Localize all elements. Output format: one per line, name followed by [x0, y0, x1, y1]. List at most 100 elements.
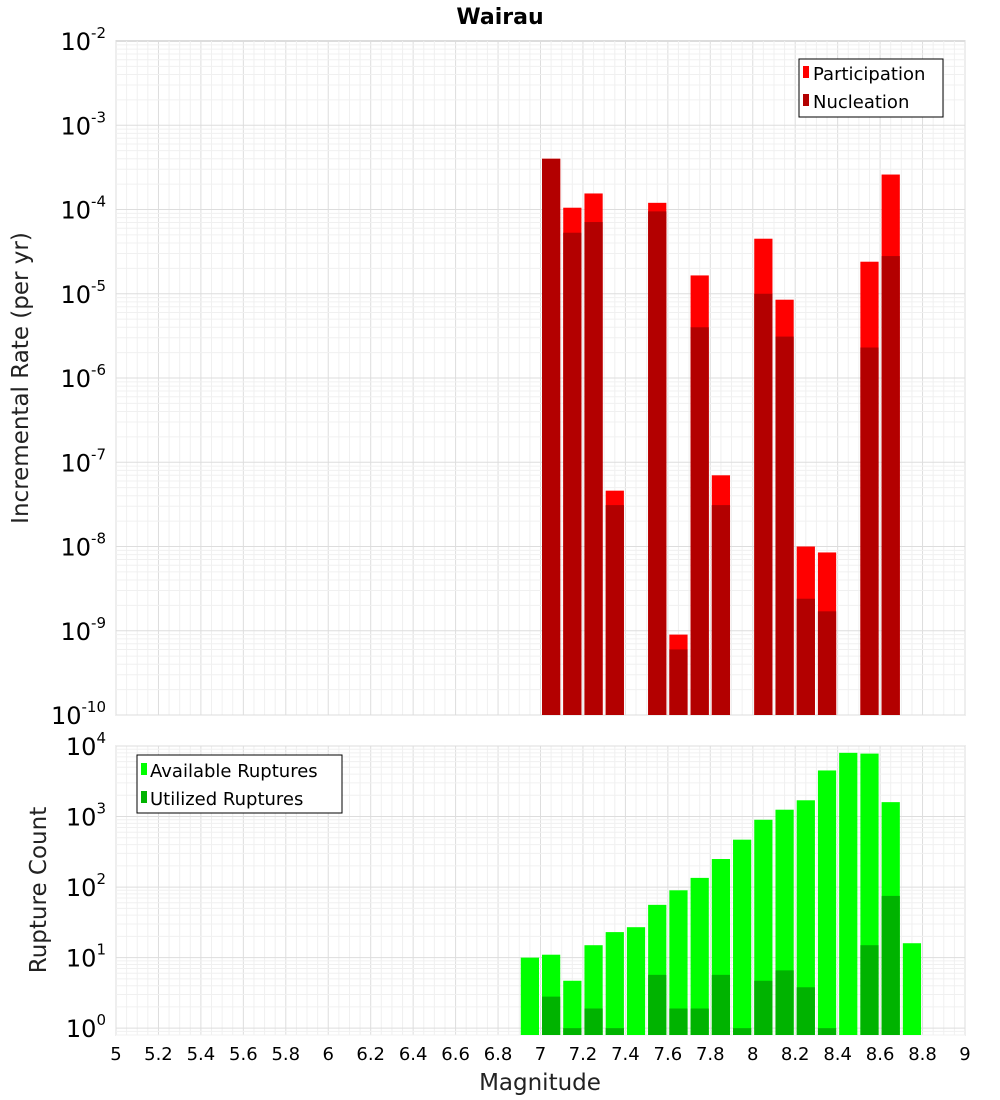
count-panel: 100 101 102 103 104 5 5.2 5.4 5.6 5.8 6 6.2 6.4 6.6 6…	[26, 729, 971, 1096]
y-tick-label: 104	[66, 729, 106, 761]
count-y-axis-label: Rupture Count	[26, 807, 52, 973]
count-bar-utilized-ruptures	[733, 1028, 752, 1035]
rate-bar-nucleation	[881, 256, 900, 715]
count-bar-utilized-ruptures	[775, 970, 794, 1035]
count-bar-utilized-ruptures	[711, 974, 731, 1035]
x-tick-label: 6.2	[356, 1044, 385, 1065]
x-tick-label: 8.6	[866, 1044, 895, 1065]
count-bar-utilized-ruptures	[881, 895, 900, 1035]
legend-label-nucleation: Nucleation	[813, 92, 909, 113]
legend-label-participation: Participation	[813, 64, 925, 85]
y-tick-label: 10-9	[60, 614, 106, 646]
y-tick-label: 10-2	[60, 24, 106, 56]
x-tick-label: 5.8	[271, 1044, 300, 1065]
count-legend-box	[136, 754, 343, 814]
count-bar-available-ruptures	[563, 980, 582, 1035]
rate-bar-nucleation	[775, 336, 794, 715]
count-bar-utilized-ruptures	[584, 1008, 603, 1035]
count-bar-available-ruptures	[520, 957, 539, 1035]
rate-bars	[542, 158, 900, 716]
x-tick-label: 7	[535, 1044, 546, 1065]
x-tick-label: 9	[959, 1044, 970, 1065]
rate-bar-nucleation	[690, 327, 709, 715]
rate-bar-nucleation	[605, 505, 624, 715]
count-bar-utilized-ruptures	[669, 1008, 688, 1035]
chart-title: Wairau	[456, 5, 543, 30]
x-tick-label: 6.6	[441, 1044, 470, 1065]
rate-bar-nucleation	[584, 222, 603, 715]
rate-bar-nucleation	[754, 293, 773, 715]
legend-label-available: Available Ruptures	[150, 761, 318, 782]
count-legend: Available Ruptures Utilized Ruptures	[136, 754, 343, 814]
rate-bar-nucleation	[817, 611, 837, 715]
y-tick-label: 10-5	[60, 277, 106, 309]
count-bar-utilized-ruptures	[860, 945, 879, 1035]
x-tick-label: 5	[110, 1044, 121, 1065]
x-tick-label: 5.4	[187, 1044, 216, 1065]
rate-bar-nucleation	[796, 598, 815, 715]
count-bar-available-ruptures	[669, 890, 688, 1035]
count-bar-utilized-ruptures	[690, 1008, 709, 1035]
count-bar-available-ruptures	[839, 752, 858, 1035]
legend-swatch-available	[141, 763, 147, 775]
y-tick-label: 101	[66, 941, 106, 973]
x-tick-label: 5.2	[144, 1044, 173, 1065]
count-bar-available-ruptures	[690, 877, 709, 1035]
y-tick-label: 103	[66, 800, 106, 832]
rate-bar-nucleation	[711, 505, 731, 715]
y-tick-label: 102	[66, 870, 106, 902]
x-tick-label: 8.4	[823, 1044, 852, 1065]
count-bar-available-ruptures	[796, 800, 815, 1035]
x-tick-label: 8.8	[908, 1044, 937, 1065]
rate-y-tick-labels: 10-2 10-3 10-4 10-5 10-6 10-7 10-8 10-9 10-10	[51, 24, 106, 730]
legend-swatch-utilized	[141, 791, 147, 803]
count-bar-utilized-ruptures	[817, 1028, 837, 1035]
count-bar-available-ruptures	[902, 943, 922, 1035]
x-tick-label: 6.8	[484, 1044, 513, 1065]
y-tick-label: 10-7	[60, 445, 106, 477]
legend-swatch-participation	[803, 66, 809, 78]
count-bars	[520, 752, 922, 1035]
rate-bar-nucleation	[563, 232, 582, 716]
x-tick-label: 8.2	[781, 1044, 810, 1065]
x-axis-label: Magnitude	[479, 1070, 601, 1096]
x-tick-label: 7.8	[696, 1044, 725, 1065]
rate-bar-nucleation	[669, 649, 688, 715]
rate-legend: Participation Nucleation	[798, 58, 944, 118]
count-bar-utilized-ruptures	[796, 987, 815, 1035]
x-tick-label: 7.4	[611, 1044, 640, 1065]
rate-bar-nucleation	[860, 347, 879, 715]
x-tick-label: 8	[747, 1044, 758, 1065]
count-bar-utilized-ruptures	[605, 1028, 624, 1035]
count-bar-utilized-ruptures	[563, 1028, 582, 1035]
rate-y-axis-label: Incremental Rate (per yr)	[8, 232, 34, 524]
count-y-tick-labels: 100 101 102 103 104	[66, 729, 106, 1043]
rate-bar-nucleation	[542, 158, 561, 716]
count-bar-utilized-ruptures	[648, 974, 667, 1035]
count-bar-available-ruptures	[605, 932, 624, 1035]
rate-legend-box	[798, 58, 944, 118]
x-tick-label: 7.2	[569, 1044, 598, 1065]
y-tick-label: 10-8	[60, 530, 106, 562]
count-bar-available-ruptures	[817, 770, 837, 1035]
count-bar-utilized-ruptures	[542, 996, 561, 1035]
legend-label-utilized: Utilized Ruptures	[150, 789, 303, 810]
rate-panel: 10-2 10-3 10-4 10-5 10-6 10-7 10-8 10-9 10-10 In…	[8, 24, 966, 730]
x-tick-labels: 5 5.2 5.4 5.6 5.8 6 6.2 6.4 6.6 6.8 7 7.2 7.4 7.6 7.8 8…	[110, 1044, 970, 1065]
count-bar-available-ruptures	[626, 927, 646, 1035]
y-tick-label: 10-6	[60, 361, 106, 393]
y-tick-label: 100	[66, 1011, 106, 1043]
count-bar-utilized-ruptures	[754, 980, 773, 1035]
x-tick-label: 6	[323, 1044, 334, 1065]
x-tick-label: 5.6	[229, 1044, 258, 1065]
x-tick-label: 6.4	[399, 1044, 428, 1065]
rate-bar-nucleation	[648, 211, 667, 716]
y-tick-label: 10-3	[60, 108, 106, 140]
rate-gridlines	[115, 41, 966, 716]
legend-swatch-nucleation	[803, 94, 809, 106]
y-tick-label: 10-10	[51, 698, 106, 730]
y-tick-label: 10-4	[60, 193, 106, 225]
count-bar-available-ruptures	[733, 839, 752, 1035]
x-tick-label: 7.6	[654, 1044, 683, 1065]
